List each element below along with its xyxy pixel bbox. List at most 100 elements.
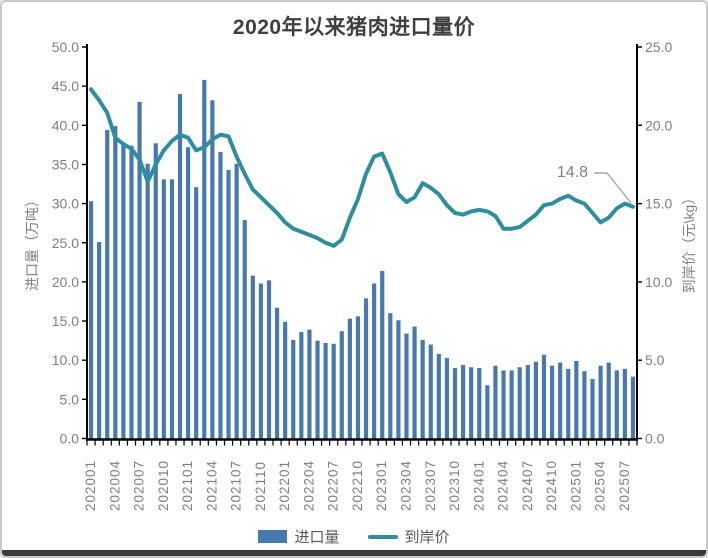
bar-202008 bbox=[145, 163, 150, 439]
left-axis-tick-label: 25.0 bbox=[52, 235, 79, 251]
bar-202507 bbox=[622, 368, 627, 439]
window-bottom-edge bbox=[2, 550, 706, 556]
left-axis-tick-label: 5.0 bbox=[60, 391, 80, 407]
left-axis-tick-label: 50.0 bbox=[52, 39, 79, 55]
left-axis-tick-label: 15.0 bbox=[52, 313, 79, 329]
x-axis-label: 202307 bbox=[423, 460, 438, 511]
x-axis-label: 202010 bbox=[156, 460, 171, 511]
bar-202503 bbox=[590, 378, 595, 439]
x-axis-label: 202407 bbox=[520, 460, 535, 511]
bar-202407 bbox=[525, 364, 530, 439]
bar-202306 bbox=[420, 339, 425, 439]
bar-202404 bbox=[501, 370, 506, 439]
bar-202101 bbox=[186, 147, 191, 439]
right-axis-tick-label: 5.0 bbox=[645, 352, 665, 368]
right-axis-title: 到岸价（元\kg） bbox=[681, 190, 697, 294]
annotation-value: 14.8 bbox=[556, 164, 588, 181]
legend-line-label: 到岸价 bbox=[404, 529, 450, 546]
x-axis-label: 202204 bbox=[301, 460, 316, 511]
bar-202408 bbox=[533, 361, 538, 439]
bar-202204 bbox=[307, 329, 312, 439]
legend-bar-label: 进口量 bbox=[294, 529, 340, 546]
bar-202403 bbox=[493, 365, 498, 439]
left-axis-tick-label: 45.0 bbox=[52, 78, 79, 94]
x-axis-label: 202310 bbox=[447, 460, 462, 511]
x-axis-label: 202001 bbox=[83, 460, 98, 511]
bar-202401 bbox=[477, 368, 482, 439]
bar-202010 bbox=[161, 179, 166, 439]
bar-202108 bbox=[242, 220, 247, 439]
bar-202504 bbox=[598, 365, 603, 439]
x-axis-label: 202107 bbox=[229, 460, 244, 511]
bar-202312 bbox=[469, 367, 474, 439]
x-axis-label: 202410 bbox=[544, 460, 559, 511]
x-axis-label: 202004 bbox=[107, 460, 122, 511]
left-axis-tick-label: 30.0 bbox=[52, 196, 79, 212]
bar-202001 bbox=[88, 201, 94, 439]
bar-202505 bbox=[606, 362, 611, 439]
bar-202110 bbox=[258, 283, 263, 439]
bar-202304 bbox=[404, 333, 409, 439]
x-axis-label: 202207 bbox=[326, 460, 341, 511]
bar-202305 bbox=[412, 326, 417, 439]
left-axis-tick-label: 35.0 bbox=[52, 156, 79, 172]
bar-202007 bbox=[137, 101, 142, 439]
bar-202212 bbox=[372, 283, 377, 439]
bar-202011 bbox=[169, 179, 175, 439]
bar-202308 bbox=[436, 353, 441, 439]
bar-202006 bbox=[129, 145, 134, 439]
bar-202107 bbox=[234, 163, 239, 439]
right-axis-tick-label: 20.0 bbox=[645, 117, 672, 133]
x-axis-label: 202201 bbox=[277, 460, 292, 511]
bar-202003 bbox=[105, 130, 110, 439]
bar-202410 bbox=[549, 365, 555, 439]
x-axis-label: 202507 bbox=[617, 460, 632, 511]
bar-202502 bbox=[582, 371, 587, 439]
x-axis-label: 202210 bbox=[350, 460, 365, 511]
bar-202501 bbox=[574, 360, 579, 439]
bar-202210 bbox=[355, 316, 361, 439]
chart-title: 2020年以来猪肉进口量价 bbox=[232, 16, 476, 39]
left-axis-tick-label: 0.0 bbox=[60, 431, 80, 447]
bar-202409 bbox=[541, 354, 547, 439]
bar-202302 bbox=[388, 313, 393, 439]
bar-202203 bbox=[299, 332, 304, 439]
bar-202311 bbox=[461, 364, 466, 439]
x-axis-label: 202304 bbox=[398, 460, 413, 511]
x-axis-label: 202401 bbox=[471, 460, 486, 511]
x-axis-label: 202101 bbox=[180, 460, 195, 511]
bar-202109 bbox=[250, 275, 255, 439]
x-axis-label: 202007 bbox=[132, 460, 147, 511]
bar-202112 bbox=[274, 307, 280, 439]
bar-202104 bbox=[210, 100, 215, 439]
bar-202405 bbox=[509, 370, 514, 439]
right-axis-tick-label: 0.0 bbox=[645, 431, 665, 447]
bar-202103 bbox=[202, 79, 207, 439]
legend: 进口量 到岸价 bbox=[2, 526, 706, 547]
bar-202307 bbox=[428, 344, 433, 439]
bar-202310 bbox=[452, 368, 458, 439]
right-axis-tick-label: 15.0 bbox=[645, 196, 672, 212]
bar-202211 bbox=[363, 298, 369, 439]
bar-202205 bbox=[315, 340, 320, 439]
bar-202201 bbox=[283, 321, 288, 439]
bar-202412 bbox=[566, 368, 571, 439]
x-axis-label: 202404 bbox=[496, 460, 511, 511]
x-axis-label: 202104 bbox=[204, 460, 219, 511]
right-axis-tick-label: 25.0 bbox=[645, 39, 672, 55]
bar-202411 bbox=[558, 362, 563, 439]
x-axis-label: 202504 bbox=[593, 460, 608, 511]
price-line bbox=[89, 87, 635, 248]
right-axis-tick-label: 10.0 bbox=[645, 274, 672, 290]
annotation-leader bbox=[594, 172, 632, 204]
bar-202111 bbox=[266, 280, 272, 439]
bar-202301 bbox=[380, 270, 385, 439]
bar-202004 bbox=[113, 126, 118, 439]
bar-202202 bbox=[291, 339, 296, 439]
bar-202102 bbox=[194, 187, 199, 439]
bar-202105 bbox=[218, 151, 223, 439]
bar-202207 bbox=[331, 343, 336, 439]
bar-202009 bbox=[153, 143, 158, 439]
x-axis-label: 202501 bbox=[568, 460, 583, 511]
